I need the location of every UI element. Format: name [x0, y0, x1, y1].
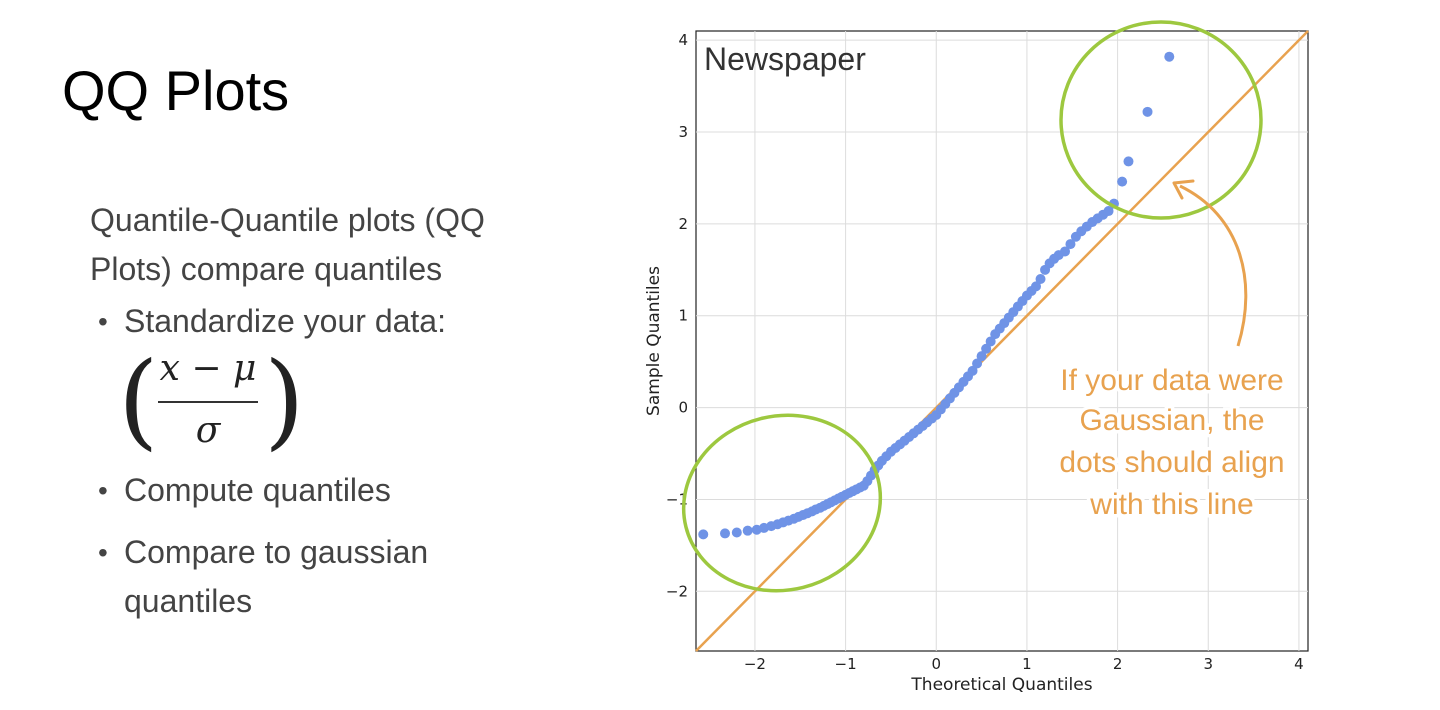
x-tick-label: 2 — [1113, 655, 1123, 673]
callout-arrowhead — [1172, 179, 1195, 200]
y-tick-label: 1 — [678, 307, 688, 325]
data-point — [742, 525, 753, 536]
y-tick-label: 0 — [678, 399, 688, 417]
y-tick-label: 2 — [678, 215, 688, 233]
callout-text-line: If your data were — [1060, 364, 1283, 397]
data-point — [981, 343, 992, 354]
x-tick-label: 4 — [1294, 655, 1304, 673]
data-point — [1103, 206, 1114, 217]
x-tick-label: −1 — [835, 655, 857, 673]
upper-tail-highlight — [1059, 20, 1263, 220]
data-point — [1035, 274, 1046, 284]
formula-close-paren: ) — [264, 339, 305, 461]
x-axis-label: Theoretical Quantiles — [910, 675, 1092, 695]
callout-arrow — [1179, 184, 1248, 347]
lower-tail-highlight — [681, 413, 883, 593]
data-point — [1065, 239, 1076, 250]
x-tick-label: 3 — [1203, 655, 1213, 673]
bullet-dot: • — [98, 537, 108, 568]
formula-open-paren: ( — [118, 339, 159, 461]
data-point — [1123, 156, 1134, 167]
intro-text: Quantile-Quantile plots (QQ Plots) compa… — [90, 202, 485, 287]
callout-text-line: with this line — [1089, 488, 1253, 521]
y-axis-label: Sample Quantiles — [644, 266, 664, 416]
reference-line — [695, 30, 1309, 652]
data-point — [1031, 281, 1041, 292]
data-point — [985, 336, 996, 347]
bullet-compare-text: Compare to gaussian quantiles — [124, 534, 429, 619]
slide-title: QQ Plots — [62, 59, 290, 122]
formula-fraction-bar — [158, 401, 258, 403]
data-point — [731, 527, 742, 538]
formula-denominator: σ — [195, 410, 221, 451]
data-point — [1142, 106, 1153, 117]
x-tick-label: 1 — [1022, 655, 1032, 673]
x-tick-label: −2 — [744, 655, 766, 673]
callout-text-line: dots should align — [1059, 446, 1284, 479]
bullet-dot: • — [98, 475, 108, 506]
data-point — [976, 351, 987, 362]
y-tick-label: 4 — [678, 31, 688, 49]
bullet-dot: • — [98, 306, 108, 337]
annotation-layer: If your data were Gaussian, the dots shoul… — [681, 20, 1288, 593]
callout-text-line: Gaussian, the — [1079, 404, 1264, 437]
formula-numerator: x − μ — [159, 348, 257, 389]
standardize-formula: ( x − μ σ ) — [118, 339, 305, 461]
data-point — [1060, 246, 1071, 257]
bullet-standardize-text: Standardize your data: — [124, 303, 446, 339]
y-tick-label: −2 — [666, 582, 688, 600]
data-point — [967, 365, 978, 376]
chart-title: Newspaper — [704, 41, 866, 77]
data-point — [1164, 51, 1175, 62]
data-point — [698, 529, 709, 540]
data-point — [1117, 176, 1128, 187]
y-tick-label: 3 — [678, 123, 688, 141]
reference-line-layer — [695, 30, 1309, 652]
data-point — [972, 358, 983, 369]
x-tick-label: 0 — [931, 655, 941, 673]
data-point — [720, 528, 731, 539]
bullet-compute-text: Compute quantiles — [124, 472, 391, 508]
